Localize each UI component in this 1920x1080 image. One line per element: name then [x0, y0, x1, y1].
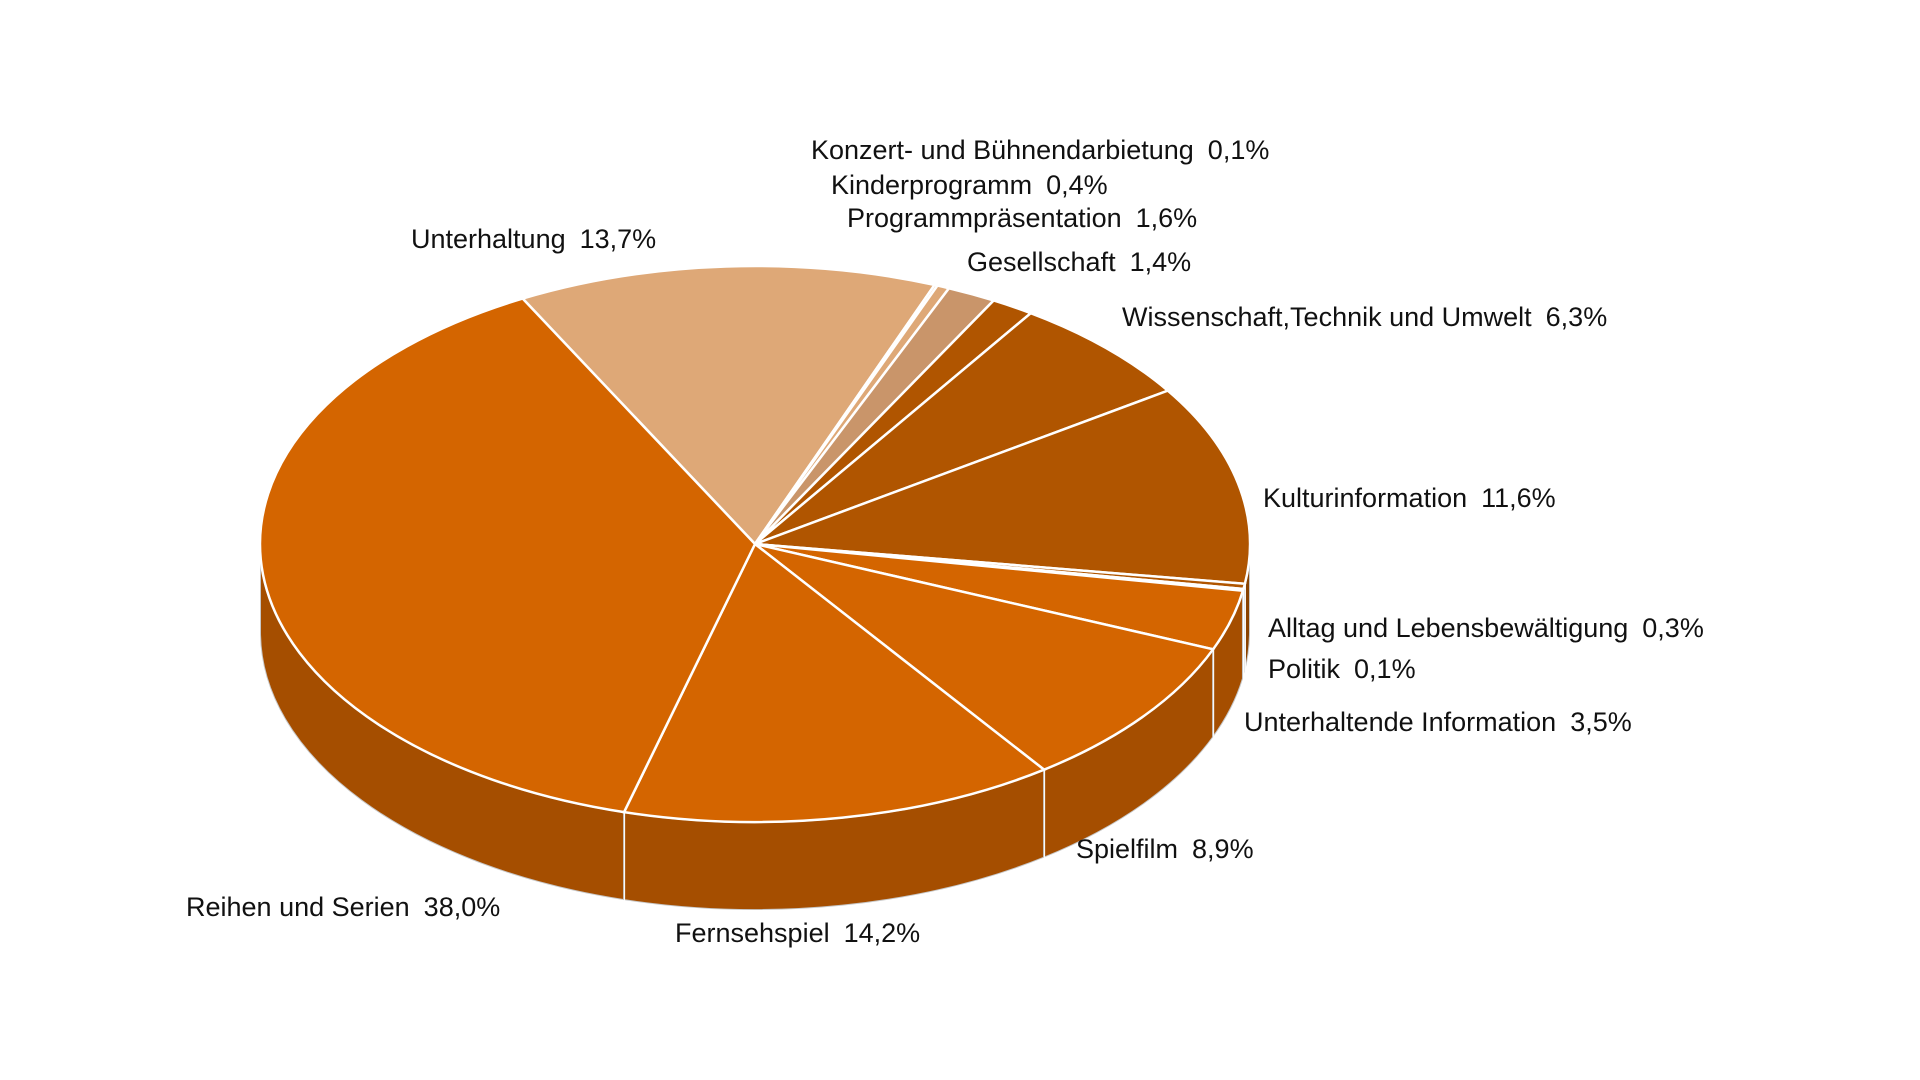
slice-label: Reihen und Serien 38,0%	[186, 892, 500, 922]
value-label: 8,9%	[1192, 834, 1254, 864]
slice-label: Unterhaltung 13,7%	[411, 224, 656, 254]
category-label: Spielfilm	[1076, 834, 1178, 864]
slice-side-shade	[624, 769, 1045, 910]
category-label: Programmpräsentation	[847, 203, 1122, 233]
value-label: 0,1%	[1208, 135, 1270, 165]
value-label: 6,3%	[1546, 302, 1608, 332]
slice-side-shade	[1213, 590, 1243, 738]
slice-side-shade	[1244, 544, 1250, 672]
category-label: Reihen und Serien	[186, 892, 410, 922]
slice	[622, 542, 1047, 824]
category-label: Politik	[1268, 654, 1341, 684]
value-label: 3,5%	[1570, 707, 1632, 737]
category-label: Konzert- und Bühnendarbietung	[811, 135, 1194, 165]
value-label: 1,6%	[1136, 203, 1198, 233]
slice-label: Konzert- und Bühnendarbietung 0,1%	[811, 135, 1269, 165]
slice-label: Programmpräsentation 1,6%	[847, 203, 1197, 233]
slice-label: Alltag und Lebensbewältigung 0,3%	[1268, 613, 1704, 643]
slice-side-shade	[260, 544, 625, 901]
slice-label: Fernsehspiel 14,2%	[675, 918, 920, 948]
value-label: 13,7%	[580, 224, 657, 254]
slice-label: Gesellschaft 1,4%	[967, 247, 1191, 277]
value-label: 1,4%	[1130, 247, 1192, 277]
slice-label: Politik 0,1%	[1268, 654, 1416, 684]
slice-label: Wissenschaft,Technik und Umwelt 6,3%	[1122, 302, 1607, 332]
value-label: 0,3%	[1642, 613, 1704, 643]
slice	[754, 542, 1216, 772]
slice-side-shade	[1044, 649, 1214, 858]
category-label: Gesellschaft	[967, 247, 1116, 277]
value-label: 14,2%	[844, 918, 921, 948]
category-label: Kinderprogramm	[831, 170, 1032, 200]
slice	[520, 264, 937, 546]
category-label: Kulturinformation	[1263, 483, 1467, 513]
category-label: Unterhaltende Information	[1244, 707, 1556, 737]
slice	[754, 311, 1171, 546]
slice-label: Spielfilm 8,9%	[1076, 834, 1254, 864]
slice-label: Unterhaltende Information 3,5%	[1244, 707, 1632, 737]
category-label: Fernsehspiel	[675, 918, 830, 948]
slice-label: Kulturinformation 11,6%	[1263, 483, 1556, 513]
category-label: Wissenschaft,Technik und Umwelt	[1122, 302, 1532, 332]
slice-label: Kinderprogramm 0,4%	[831, 170, 1108, 200]
value-label: 11,6%	[1481, 483, 1556, 513]
value-label: 0,4%	[1046, 170, 1108, 200]
slice	[754, 389, 1252, 586]
slice	[258, 297, 757, 814]
value-label: 0,1%	[1354, 654, 1416, 684]
category-label: Alltag und Lebensbewältigung	[1268, 613, 1628, 643]
category-label: Unterhaltung	[411, 224, 566, 254]
value-label: 38,0%	[424, 892, 501, 922]
